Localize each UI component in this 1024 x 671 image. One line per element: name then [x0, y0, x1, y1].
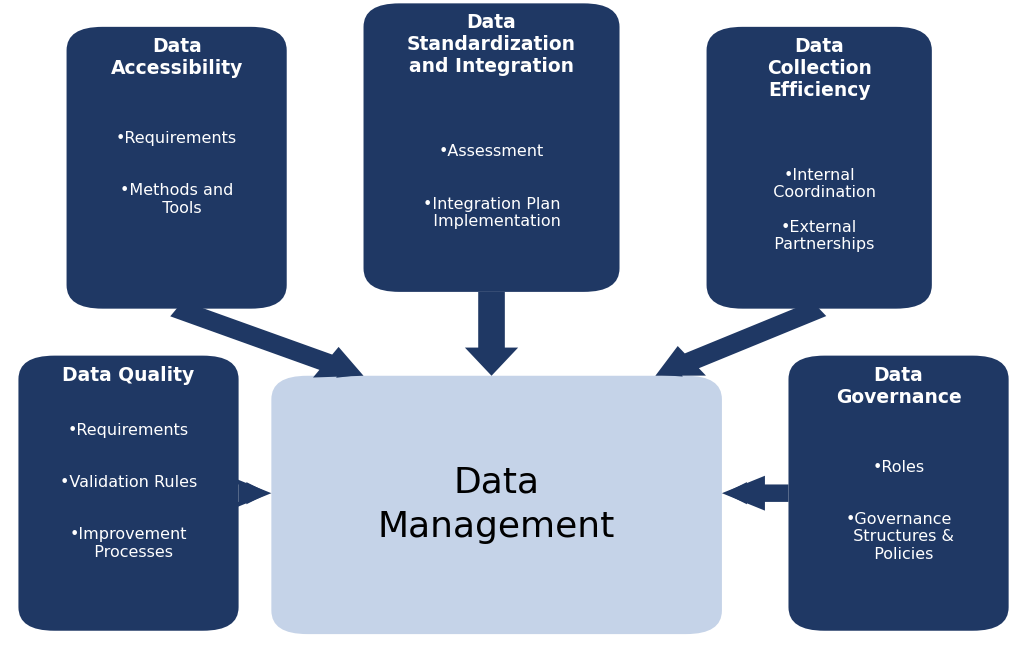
FancyBboxPatch shape	[67, 27, 287, 309]
FancyArrow shape	[228, 476, 271, 511]
Text: Data
Standardization
and Integration: Data Standardization and Integration	[407, 13, 577, 76]
FancyBboxPatch shape	[18, 356, 239, 631]
FancyBboxPatch shape	[788, 356, 1009, 631]
Text: Data Quality: Data Quality	[62, 366, 195, 384]
Text: •Improvement
  Processes: •Improvement Processes	[70, 527, 187, 560]
FancyArrow shape	[655, 301, 826, 376]
FancyBboxPatch shape	[707, 27, 932, 309]
Text: •External
  Partnerships: •External Partnerships	[764, 220, 874, 252]
FancyArrow shape	[170, 301, 364, 378]
Text: •Assessment: •Assessment	[439, 144, 544, 159]
Text: Data
Governance: Data Governance	[836, 366, 962, 407]
Text: •Governance
  Structures &
  Policies: •Governance Structures & Policies	[843, 512, 954, 562]
FancyArrow shape	[722, 476, 788, 511]
Text: •Integration Plan
  Implementation: •Integration Plan Implementation	[423, 197, 560, 229]
FancyBboxPatch shape	[364, 3, 620, 292]
Text: •Roles: •Roles	[872, 460, 925, 474]
Text: •Validation Rules: •Validation Rules	[59, 475, 198, 490]
Text: •Requirements: •Requirements	[68, 423, 189, 437]
Text: Data
Management: Data Management	[378, 466, 615, 544]
Text: Data
Accessibility: Data Accessibility	[111, 37, 243, 78]
Text: Data
Collection
Efficiency: Data Collection Efficiency	[767, 37, 871, 100]
Text: •Requirements: •Requirements	[116, 131, 238, 146]
FancyBboxPatch shape	[271, 376, 722, 634]
FancyArrow shape	[465, 292, 518, 376]
Text: •Internal
  Coordination: •Internal Coordination	[763, 168, 876, 200]
Text: •Methods and
  Tools: •Methods and Tools	[120, 183, 233, 215]
